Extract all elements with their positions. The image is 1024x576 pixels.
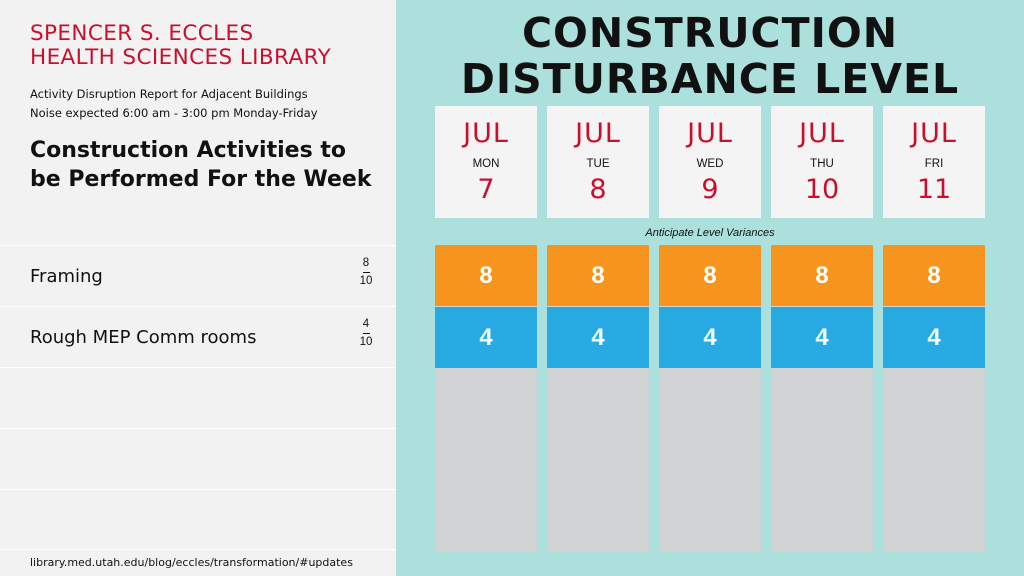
- day-weekday: FRI: [924, 158, 944, 170]
- day-card-mon: JUL MON 7: [435, 106, 537, 218]
- activity-row-framing: Framing 8 10: [0, 245, 396, 306]
- day-card-thu: JUL THU 10: [771, 106, 873, 218]
- level-low: 4: [547, 307, 649, 368]
- activity-list: Framing 8 10 Rough MEP Comm rooms 4 10: [0, 245, 396, 550]
- level-high: 8: [883, 245, 985, 306]
- noise-hours: Noise expected 6:00 am - 3:00 pm Monday-…: [30, 106, 318, 120]
- main-title-line2: DISTURBANCE LEVEL: [460, 55, 960, 103]
- activity-level-fraction: 8 10: [357, 257, 375, 287]
- level-column-mon: 8 4: [435, 245, 537, 552]
- day-weekday: WED: [696, 158, 724, 170]
- library-title-line2: HEALTH SCIENCES LIBRARY: [30, 45, 332, 70]
- day-number: 11: [916, 174, 952, 205]
- level-high: 8: [435, 245, 537, 306]
- activity-name: Framing: [30, 266, 103, 287]
- level-low: 4: [435, 307, 537, 368]
- day-number: 7: [477, 174, 495, 205]
- activity-level-fraction: 4 10: [357, 318, 375, 348]
- level-column-tue: 8 4: [547, 245, 649, 552]
- day-number: 10: [804, 174, 840, 205]
- level-low: 4: [771, 307, 873, 368]
- activity-row-empty: [0, 489, 396, 550]
- activity-row-empty: [0, 367, 396, 428]
- day-month: JUL: [799, 118, 845, 149]
- updates-link[interactable]: library.med.utah.edu/blog/eccles/transfo…: [30, 556, 353, 569]
- day-weekday: TUE: [586, 158, 610, 170]
- day-month: JUL: [687, 118, 733, 149]
- day-number: 8: [589, 174, 607, 205]
- level-low: 4: [659, 307, 761, 368]
- right-panel: CONSTRUCTION DISTURBANCE LEVEL JUL MON 7…: [396, 0, 1024, 576]
- activity-max: 10: [359, 275, 373, 287]
- level-low: 4: [883, 307, 985, 368]
- activity-level: 4: [362, 318, 370, 330]
- level-column-fri: 8 4: [883, 245, 985, 552]
- main-title: CONSTRUCTION DISTURBANCE LEVEL: [396, 10, 1024, 102]
- level-high: 8: [547, 245, 649, 306]
- day-month: JUL: [911, 118, 957, 149]
- day-month: JUL: [575, 118, 621, 149]
- level-high: 8: [659, 245, 761, 306]
- day-card-fri: JUL FRI 11: [883, 106, 985, 218]
- activity-level: 8: [362, 257, 370, 269]
- left-panel: SPENCER S. ECCLES HEALTH SCIENCES LIBRAR…: [0, 0, 396, 576]
- library-title: SPENCER S. ECCLES HEALTH SCIENCES LIBRAR…: [30, 22, 331, 70]
- activity-row-rough-mep: Rough MEP Comm rooms 4 10: [0, 306, 396, 367]
- day-weekday: MON: [472, 158, 500, 170]
- main-title-line1: CONSTRUCTION: [521, 9, 899, 57]
- library-title-line1: SPENCER S. ECCLES: [30, 21, 254, 46]
- day-month: JUL: [463, 118, 509, 149]
- day-card-tue: JUL TUE 8: [547, 106, 649, 218]
- day-card-wed: JUL WED 9: [659, 106, 761, 218]
- fraction-bar: [362, 272, 370, 273]
- level-column-thu: 8 4: [771, 245, 873, 552]
- report-subtitle: Activity Disruption Report for Adjacent …: [30, 87, 308, 101]
- day-number: 9: [701, 174, 719, 205]
- day-weekday: THU: [810, 158, 834, 170]
- level-column-wed: 8 4: [659, 245, 761, 552]
- variance-note: Anticipate Level Variances: [645, 227, 775, 239]
- activity-row-empty: [0, 428, 396, 489]
- activity-name: Rough MEP Comm rooms: [30, 327, 257, 348]
- level-high: 8: [771, 245, 873, 306]
- activity-max: 10: [359, 336, 373, 348]
- week-heading: Construction Activities to be Performed …: [30, 138, 372, 192]
- fraction-bar: [362, 333, 370, 334]
